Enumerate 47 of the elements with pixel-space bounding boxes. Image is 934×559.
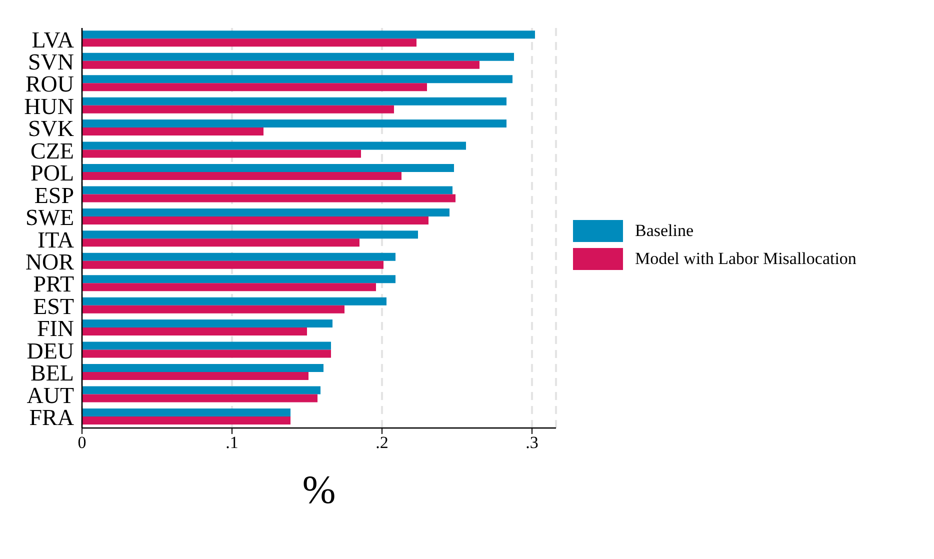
bar <box>82 386 320 394</box>
bar <box>82 75 512 84</box>
bar <box>82 142 466 150</box>
bar <box>82 194 456 202</box>
bar <box>82 216 428 224</box>
x-tick-label: .3 <box>526 433 538 452</box>
bar <box>82 275 396 284</box>
bar <box>82 38 416 47</box>
bar <box>82 364 324 372</box>
y-tick-label: FRA <box>29 405 74 430</box>
x-tick-label: 0 <box>78 433 86 452</box>
x-tick-label: .1 <box>226 433 238 452</box>
bar <box>82 230 418 239</box>
bar <box>82 342 331 350</box>
x-tick-label: .2 <box>376 433 388 452</box>
bar <box>82 30 535 39</box>
bar <box>82 164 454 172</box>
bar <box>82 328 307 336</box>
bar <box>82 283 376 292</box>
bar <box>82 83 427 92</box>
bar <box>82 120 506 128</box>
bar <box>82 208 450 216</box>
bar <box>82 350 331 358</box>
legend-label: Baseline <box>635 221 694 241</box>
bar <box>82 372 308 380</box>
y-tick-label: NOR <box>25 250 75 274</box>
bar <box>82 260 384 269</box>
bar <box>82 408 290 416</box>
y-tick-label: SVN <box>28 50 74 74</box>
bar <box>82 320 332 328</box>
bar <box>82 252 396 261</box>
bar <box>82 97 506 106</box>
bar <box>82 128 264 136</box>
x-axis-title: % <box>302 467 336 512</box>
bar <box>82 186 452 194</box>
bar <box>82 305 344 314</box>
y-tick-label: LVA <box>32 27 74 52</box>
bar <box>82 172 402 180</box>
bar <box>82 150 361 158</box>
legend-label: Model with Labor Misallocation <box>635 249 856 269</box>
bar <box>82 394 318 402</box>
bar <box>82 238 360 247</box>
bar <box>82 60 480 69</box>
bar <box>82 105 394 114</box>
bar <box>82 416 290 424</box>
bar <box>82 52 514 61</box>
bar <box>82 297 386 306</box>
